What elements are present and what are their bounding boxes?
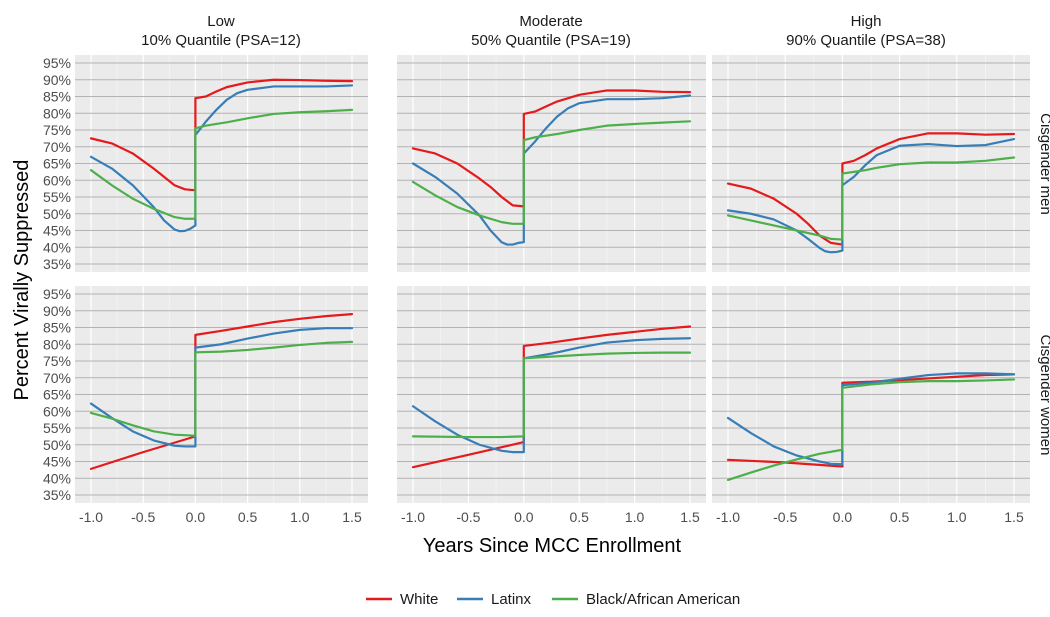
x-tick-label: -1.0 [79,509,103,525]
x-tick-label: 0.0 [833,509,853,525]
x-tick-label: -1.0 [716,509,740,525]
legend-label-latinx: Latinx [491,591,532,608]
y-tick-label: 70% [43,370,71,386]
y-tick-label: 65% [43,387,71,403]
legend: White Latinx Black/African American [366,591,740,608]
x-tick-label: 0.5 [238,509,258,525]
panel-r1-c2 [712,286,1030,503]
x-tick-label: -0.5 [131,509,155,525]
y-tick-label: 90% [43,72,71,88]
y-tick-label: 95% [43,55,71,71]
x-tick-label: 1.5 [1004,509,1024,525]
x-tick-label: 0.0 [514,509,534,525]
y-tick-label: 45% [43,454,71,470]
x-tick-label: -0.5 [773,509,797,525]
y-tick-label: 55% [43,420,71,436]
y-tick-label: 60% [43,172,71,188]
col-strip-moderate-line1: Moderate [519,13,582,30]
x-tick-label: 0.5 [890,509,910,525]
panel-r0-c2 [712,55,1030,272]
row-strip-cisgender-women: Cisgender women [1037,335,1050,456]
y-tick-label: 70% [43,139,71,155]
x-axis-title: Years Since MCC Enrollment [423,535,682,557]
y-tick-label: 40% [43,239,71,255]
y-tick-label: 35% [43,487,71,503]
y-tick-label: 75% [43,122,71,138]
x-tick-labels: -1.0 -0.5 0.0 0.5 1.0 1.5 -1.0 -0.5 0.0 0.5 1.0 1.5… [79,509,1024,525]
series-line-black-african-american-r1-c0 [89,340,354,437]
y-tick-label: 95% [43,286,71,302]
y-tick-label: 65% [43,156,71,172]
y-axis-title: Percent Virally Suppressed [11,160,33,401]
x-tick-label: 0.0 [186,509,206,525]
x-tick-label: -0.5 [456,509,480,525]
col-strip-high-line1: High [851,13,882,30]
panel-r1-c0 [75,286,368,503]
series-line-black-african-american-r0-c0 [89,108,354,220]
series-line-black-african-american-r1-c1 [411,351,692,439]
series-line-white-r0-c0 [89,78,354,192]
legend-label-black-african-american: Black/African American [586,591,740,608]
panel-r0-c0 [75,55,368,272]
panel-r0-c1 [397,55,706,272]
panel-r1-c1 [397,286,706,503]
x-tick-label: 1.0 [625,509,645,525]
y-tick-label: 90% [43,303,71,319]
y-tick-label: 45% [43,223,71,239]
panels-layer [75,55,1030,503]
y-tick-label: 75% [43,353,71,369]
x-tick-label: 0.5 [569,509,589,525]
series-line-black-african-american-r0-c2 [726,156,1016,241]
col-strip-low-line2: 10% Quantile (PSA=12) [141,32,301,49]
x-tick-label: 1.0 [947,509,967,525]
y-tick-label: 35% [43,256,71,272]
col-strip-moderate-line2: 50% Quantile (PSA=19) [471,32,631,49]
x-tick-label: -1.0 [401,509,425,525]
y-tick-label: 80% [43,336,71,352]
row-strip-cisgender-men: Cisgender men [1037,113,1050,215]
y-tick-labels: 35%40%45%50%55%60%65%70%75%80%85%90%95%3… [43,55,71,503]
series-line-white-r0-c1 [411,89,692,208]
series-line-white-r0-c2 [726,132,1016,246]
y-tick-label: 40% [43,470,71,486]
x-tick-label: 1.5 [342,509,362,525]
legend-label-white: White [400,591,438,608]
series-line-black-african-american-r0-c1 [411,120,692,225]
col-strip-high-line2: 90% Quantile (PSA=38) [786,32,946,49]
y-tick-label: 85% [43,320,71,336]
y-tick-label: 80% [43,105,71,121]
y-tick-label: 60% [43,403,71,419]
y-tick-label: 55% [43,189,71,205]
x-tick-label: 1.0 [290,509,310,525]
y-tick-label: 85% [43,89,71,105]
col-strip-low-line1: Low [207,13,235,30]
x-tick-label: 1.5 [680,509,700,525]
y-tick-label: 50% [43,437,71,453]
y-tick-label: 50% [43,206,71,222]
series-line-black-african-american-r1-c2 [726,378,1016,482]
